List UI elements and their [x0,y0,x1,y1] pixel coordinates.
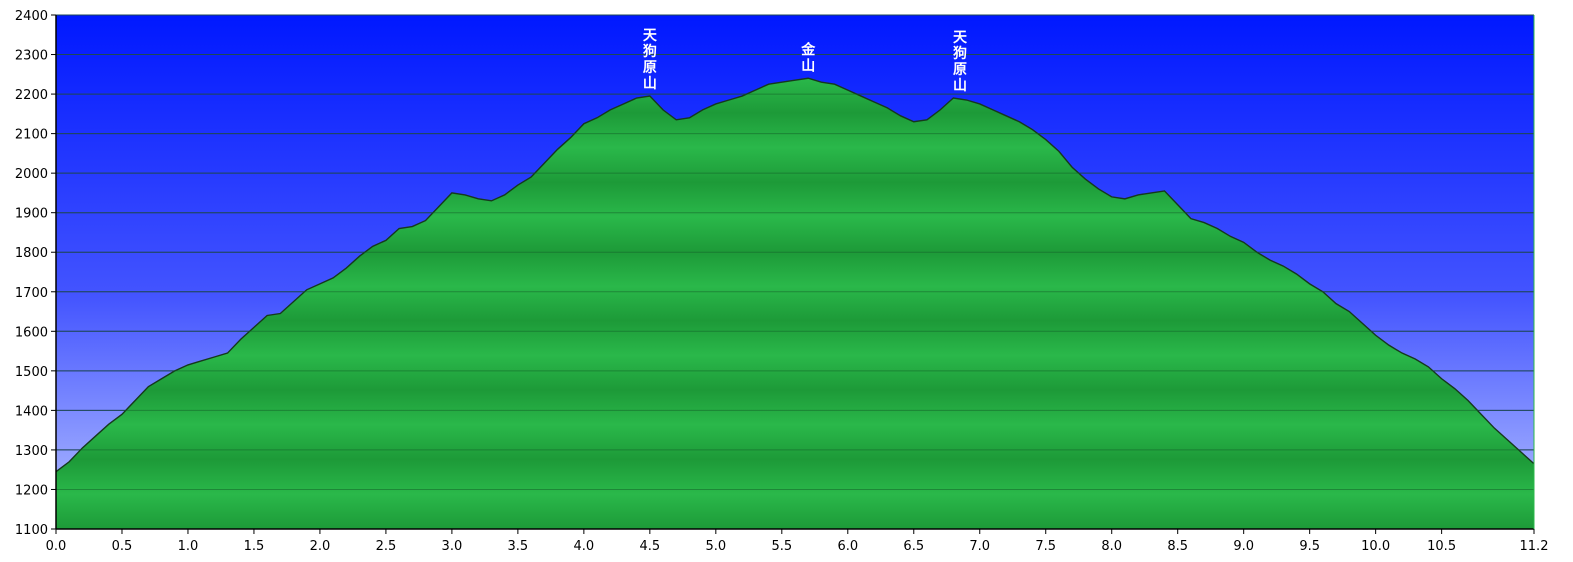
peak-annotation-label: 金山 [800,41,816,74]
x-tick-label: 7.0 [969,539,990,554]
x-tick-label: 8.0 [1101,539,1122,554]
x-tick-label: 9.5 [1299,539,1320,554]
x-tick-label: 4.5 [639,539,660,554]
y-tick-label: 2300 [15,49,48,64]
y-tick-label: 1300 [15,444,48,459]
x-axis-ticks: 0.0 0.5 1.0 1.5 2.0 2.5 3.0 3.5 4.0 4.5 5.0 5.5 6.0 6… [46,529,1549,554]
y-tick-label: 1400 [15,404,48,419]
y-tick-label: 1200 [15,483,48,498]
x-tick-label: 5.5 [771,539,792,554]
x-tick-label: 3.5 [508,539,529,554]
y-tick-label: 1500 [15,365,48,380]
x-tick-label: 9.0 [1233,539,1254,554]
y-tick-label: 1700 [15,286,48,301]
peak-annotations: 天狗原山 金山 天狗原山 [643,28,968,94]
y-tick-label: 1100 [15,523,48,538]
x-tick-label: 10.5 [1427,539,1456,554]
y-tick-label: 1900 [15,207,48,222]
x-tick-label: 8.5 [1167,539,1188,554]
x-tick-label: 1.5 [244,539,265,554]
y-axis-ticks: 1100 1200 1300 1400 1500 1600 1700 1800 1900 2000… [15,9,56,538]
peak-annotation-label: 天狗原山 [953,30,968,94]
x-tick-label: 2.5 [376,539,397,554]
x-tick-label: 7.5 [1035,539,1056,554]
x-tick-label: 2.0 [310,539,331,554]
elevation-outline [55,77,1535,473]
peak-annotation-label: 天狗原山 [643,28,658,92]
x-tick-label: 6.0 [837,539,858,554]
y-tick-label: 2400 [15,9,48,24]
y-tick-label: 2200 [15,88,48,103]
x-tick-label: 3.0 [442,539,463,554]
x-tick-label: 6.5 [903,539,924,554]
y-tick-label: 2100 [15,128,48,143]
y-gridlines-overlay [56,14,1534,490]
x-tick-label: 1.0 [178,539,199,554]
y-tick-label: 2000 [15,167,48,182]
elevation-area [56,78,1534,529]
x-tick-label: 4.0 [574,539,595,554]
x-tick-label: 5.0 [705,539,726,554]
y-tick-label: 1600 [15,325,48,340]
x-tick-label: 10.0 [1361,539,1390,554]
y-tick-label: 1800 [15,246,48,261]
x-tick-label: 0.5 [112,539,133,554]
x-tick-label: 0.0 [46,539,67,554]
x-tick-label: 11.2 [1520,539,1549,554]
